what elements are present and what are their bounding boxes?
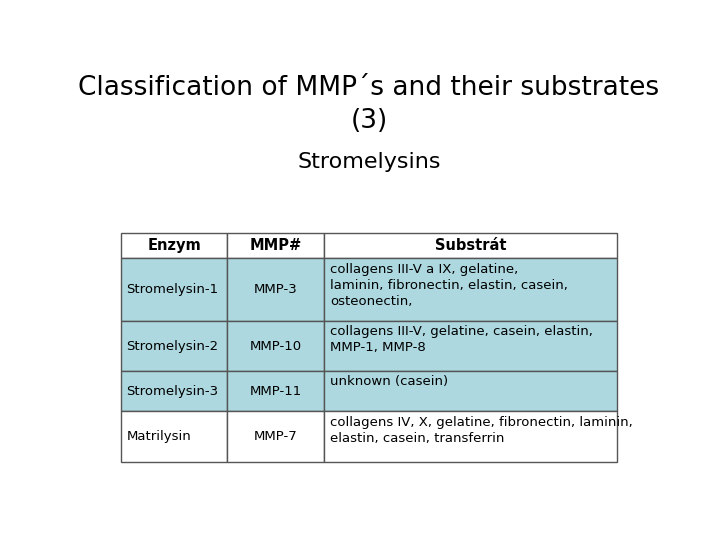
Bar xyxy=(121,372,228,411)
Text: Classification of MMP´s and their substrates: Classification of MMP´s and their substr… xyxy=(78,75,660,101)
Bar xyxy=(324,321,617,372)
Bar xyxy=(324,233,617,258)
Text: collagens IV, X, gelatine, fibronectin, laminin,
elastin, casein, transferrin: collagens IV, X, gelatine, fibronectin, … xyxy=(330,416,633,444)
Bar xyxy=(228,411,324,462)
Text: Substrát: Substrát xyxy=(435,238,507,253)
Text: Matrilysin: Matrilysin xyxy=(126,430,191,443)
Bar xyxy=(121,258,228,321)
Text: Stromelysin-1: Stromelysin-1 xyxy=(126,283,218,296)
Text: collagens III-V a IX, gelatine,
laminin, fibronectin, elastin, casein,
osteonect: collagens III-V a IX, gelatine, laminin,… xyxy=(330,263,568,308)
Text: MMP-3: MMP-3 xyxy=(254,283,298,296)
Bar xyxy=(324,411,617,462)
Text: unknown (casein): unknown (casein) xyxy=(330,375,448,388)
Text: MMP-11: MMP-11 xyxy=(250,385,302,398)
Text: Stromelysins: Stromelysins xyxy=(297,152,441,172)
Text: collagens III-V, gelatine, casein, elastin,
MMP-1, MMP-8: collagens III-V, gelatine, casein, elast… xyxy=(330,325,593,354)
Text: Stromelysin-2: Stromelysin-2 xyxy=(126,340,218,353)
Text: (3): (3) xyxy=(351,109,387,134)
Bar xyxy=(228,258,324,321)
Bar xyxy=(121,233,228,258)
Text: MMP-7: MMP-7 xyxy=(254,430,298,443)
Bar xyxy=(228,233,324,258)
Text: MMP#: MMP# xyxy=(250,238,302,253)
Bar xyxy=(324,372,617,411)
Bar xyxy=(228,372,324,411)
Text: MMP-10: MMP-10 xyxy=(250,340,302,353)
Bar xyxy=(228,321,324,372)
Text: Stromelysin-3: Stromelysin-3 xyxy=(126,385,218,398)
Bar xyxy=(324,258,617,321)
Bar xyxy=(121,411,228,462)
Bar xyxy=(121,321,228,372)
Text: Enzym: Enzym xyxy=(147,238,201,253)
